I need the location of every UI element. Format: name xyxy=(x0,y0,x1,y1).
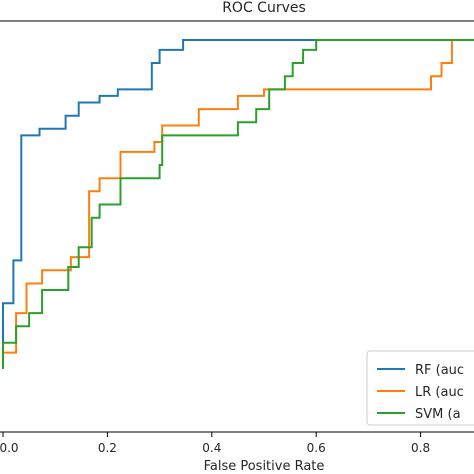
x-tick-label: 0.4 xyxy=(202,441,221,455)
series-line-rf xyxy=(2,39,474,369)
x-tick-label: 0.2 xyxy=(98,441,117,455)
x-axis-ticks: 0.0 0.2 0.4 0.6 0.8 xyxy=(0,432,430,455)
x-tick-label: 0.0 xyxy=(0,441,19,455)
chart-title: ROC Curves xyxy=(222,0,306,16)
legend: RF (auc LR (auc SVM (a xyxy=(366,350,474,426)
legend-label: LR (auc xyxy=(415,385,464,400)
plot-frame xyxy=(0,20,474,433)
series-layer xyxy=(2,39,474,369)
series-line-svm xyxy=(2,39,474,369)
series-line-lr xyxy=(2,39,474,369)
legend-label: SVM (a xyxy=(415,407,461,422)
x-tick-label: 0.8 xyxy=(411,441,430,455)
x-axis-label: False Positive Rate xyxy=(204,459,325,474)
legend-label: RF (auc xyxy=(415,363,464,378)
x-tick-label: 0.6 xyxy=(307,441,326,455)
